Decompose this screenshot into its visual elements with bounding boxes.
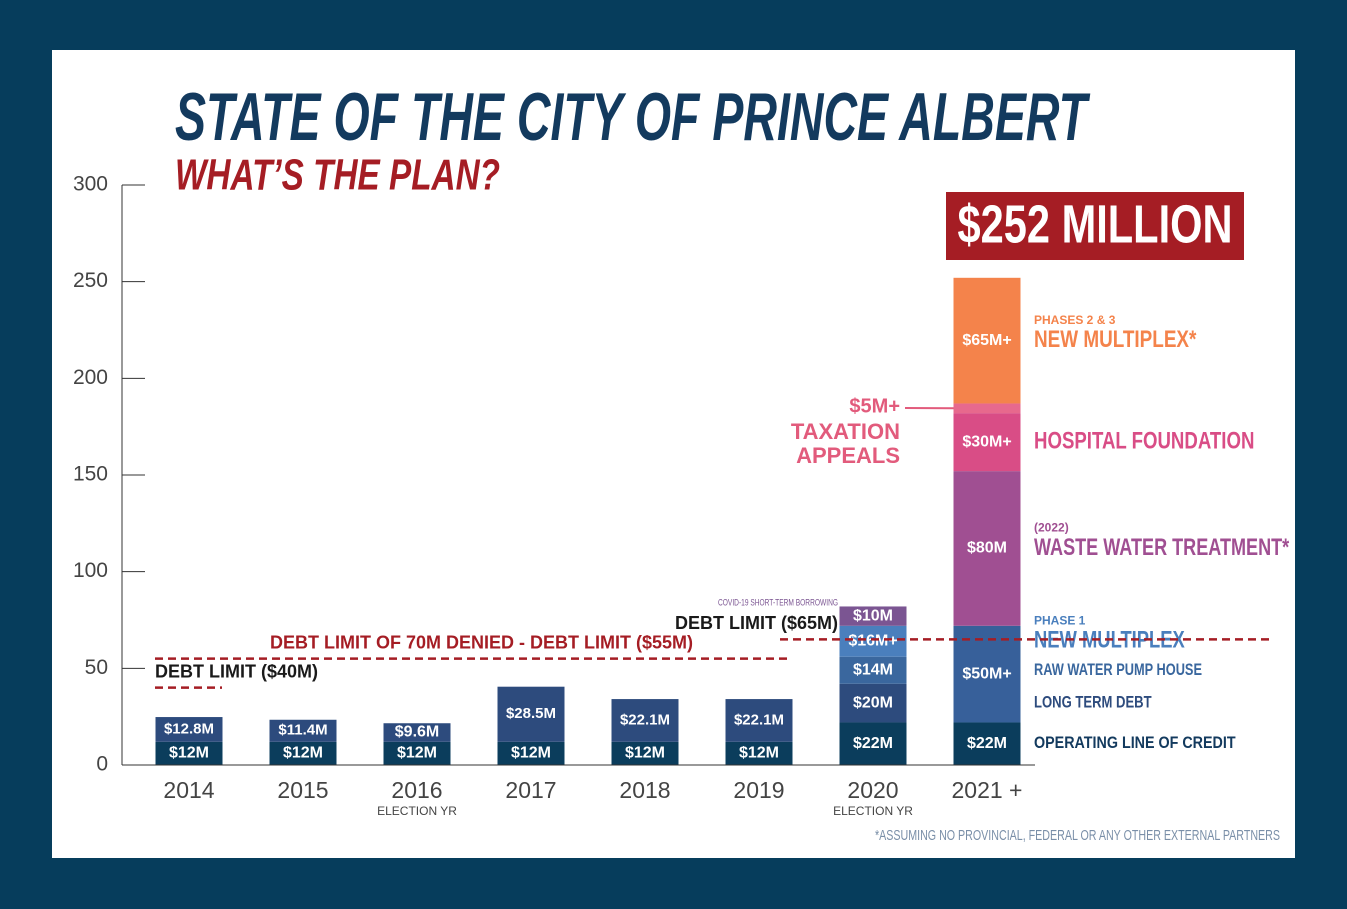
bar-segment [953, 403, 1021, 414]
series-label: LONG TERM DEBT [1034, 693, 1152, 712]
value-label: $12.8M [164, 720, 214, 737]
value-label: $28.5M [506, 705, 556, 722]
value-label: $12M [511, 745, 551, 762]
bar-segment [953, 625, 1021, 723]
value-label: $80M [967, 540, 1007, 557]
x-tick-label: 2015 [277, 777, 328, 803]
bar-segment [839, 625, 907, 657]
bar-segment [839, 606, 907, 626]
value-label: $20M [853, 694, 893, 711]
bar-segment [611, 741, 679, 765]
value-label: $14M [853, 661, 893, 678]
series-label: COVID-19 SHORT-TERM BORROWING [718, 597, 838, 607]
series-label: OPERATING LINE OF CREDIT [1034, 733, 1236, 752]
debt-limit-label: DEBT LIMIT ($40M) [155, 661, 318, 681]
bar-segment [953, 471, 1021, 626]
bar-segment [383, 741, 451, 765]
bar-segment [839, 683, 907, 723]
x-tick-note: ELECTION YR [833, 804, 913, 818]
bar-segment [839, 722, 907, 765]
y-tick-label: 0 [96, 753, 108, 776]
value-label: $22M [853, 735, 893, 752]
bar-segment [953, 413, 1021, 472]
value-label: $5M+ [849, 395, 900, 417]
x-tick-label: 2017 [505, 777, 556, 803]
bar-segment [725, 741, 793, 765]
total-label: $252 MILLION [958, 194, 1233, 254]
value-label: $12M [625, 745, 665, 762]
value-label: $22M [967, 735, 1007, 752]
bar-segment [383, 723, 451, 742]
value-label: $12M [739, 745, 779, 762]
debt-limit-label: DEBT LIMIT ($65M) [675, 613, 838, 633]
value-label: $30M+ [962, 433, 1011, 450]
value-label: $9.6M [395, 724, 439, 741]
value-label: $10M [853, 607, 893, 624]
x-tick-label: 2018 [619, 777, 670, 803]
bar-segment [269, 741, 337, 765]
value-label: $22.1M [620, 711, 670, 728]
value-label: $16M+ [848, 632, 897, 649]
series-note: PHASE 1 [1034, 613, 1086, 627]
bar-segment [839, 656, 907, 684]
value-label: $50M+ [962, 665, 1011, 682]
bar-segment [497, 741, 565, 765]
bar-segment [497, 686, 565, 742]
y-tick-label: 250 [73, 269, 108, 292]
x-tick-label: 2016 [391, 777, 442, 803]
series-label: HOSPITAL FOUNDATION [1034, 427, 1254, 454]
x-tick-label: 2019 [733, 777, 784, 803]
series-label: NEW MULTIPLEX* [1034, 326, 1197, 353]
series-label: TAXATION APPEALS [790, 419, 900, 468]
value-label: $12M [169, 745, 209, 762]
value-label: $11.4M [278, 722, 327, 739]
y-tick-label: 200 [73, 366, 108, 389]
bar-segment [953, 722, 1021, 765]
footnote: *ASSUMING NO PROVINCIAL, FEDERAL OR ANY … [875, 827, 1280, 844]
y-tick-label: 150 [73, 463, 108, 486]
series-label: WASTE WATER TREATMENT* [1034, 534, 1290, 561]
x-tick-label: 2020 [847, 777, 898, 803]
bar-segment [953, 277, 1021, 404]
value-label: $12M [397, 745, 437, 762]
total-box [946, 192, 1244, 260]
bar-segment [725, 699, 793, 742]
bar-segment [155, 717, 223, 742]
bar-segment [611, 699, 679, 742]
chart-subtitle: WHAT’S THE PLAN? [175, 151, 500, 200]
series-note: (2022) [1034, 521, 1069, 535]
debt-limit-label: DEBT LIMIT OF 70M DENIED - DEBT LIMIT ($… [270, 632, 693, 652]
bar-segment [155, 741, 223, 765]
chart-title: STATE OF THE CITY OF PRINCE ALBERT [175, 79, 1091, 155]
bar-segment [269, 719, 337, 742]
y-tick-label: 100 [73, 559, 108, 582]
x-tick-label: 2014 [163, 777, 214, 803]
value-label: $22.1M [734, 711, 784, 728]
y-tick-label: 300 [73, 173, 108, 196]
value-label: $12M [283, 745, 323, 762]
value-label: $65M+ [962, 332, 1011, 349]
series-note: PHASES 2 & 3 [1034, 313, 1116, 327]
y-tick-label: 50 [85, 656, 108, 679]
x-tick-label: 2021 + [952, 777, 1023, 803]
x-tick-note: ELECTION YR [377, 804, 457, 818]
series-label: RAW WATER PUMP HOUSE [1034, 660, 1202, 679]
